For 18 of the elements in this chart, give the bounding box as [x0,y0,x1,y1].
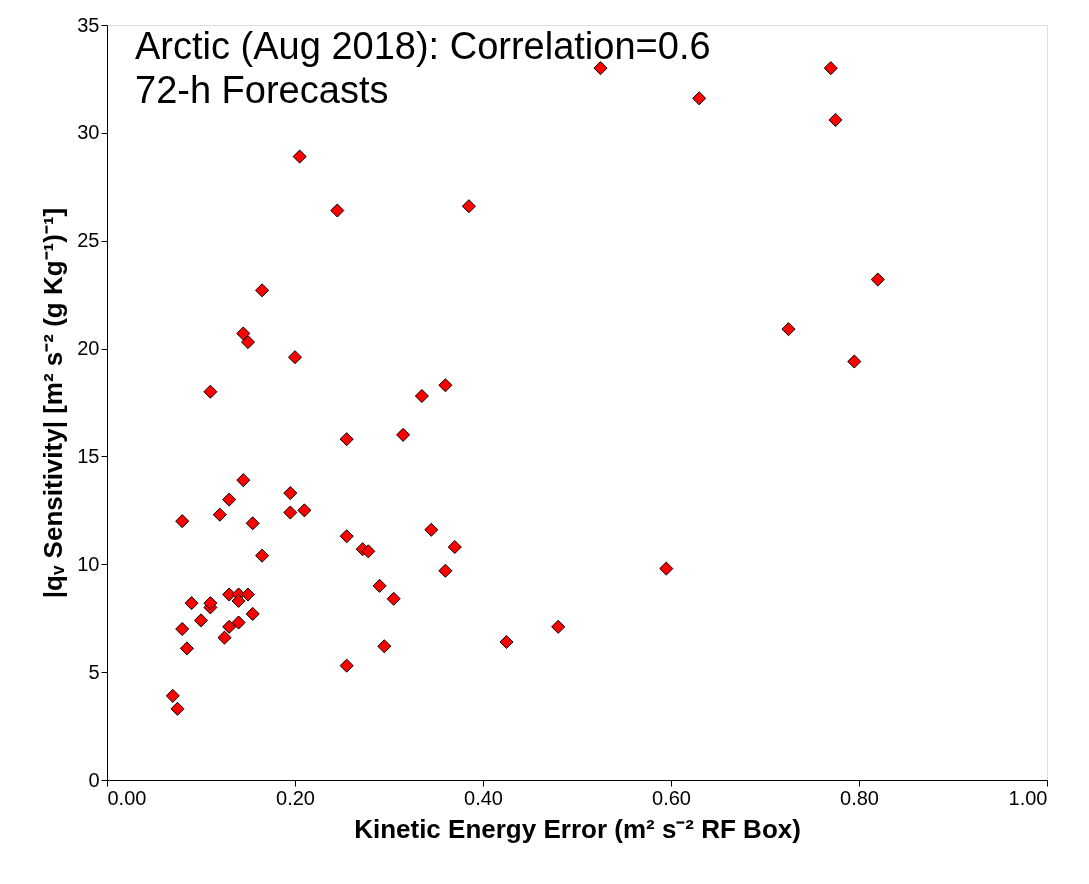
chart-title: Arctic (Aug 2018): Correlation=0.6 [135,25,711,67]
y-tick-label: 0 [88,768,100,791]
x-tick-label: 1.00 [1008,786,1048,809]
y-tick-label: 25 [77,229,100,252]
y-tick-label: 35 [77,13,100,36]
x-tick-label: 0.80 [840,786,879,809]
y-tick-label: 10 [77,552,100,575]
x-tick-label: 0.20 [276,786,315,809]
x-tick-label: 0.00 [107,786,147,809]
x-tick-label: 0.40 [464,786,503,809]
y-tick-label: 5 [88,660,100,683]
y-axis-title: |qᵥ Sensitivity| [m² s⁻² (g Kg⁻¹)⁻¹] [38,207,69,599]
x-axis-title: Kinetic Energy Error (m² s⁻² RF Box) [354,813,801,844]
y-tick-label: 15 [77,444,100,467]
x-tick-label: 0.60 [652,786,691,809]
text: 72-h Forecasts [135,69,389,111]
y-tick-label: 30 [77,121,100,144]
y-tick-label: 20 [77,337,100,360]
